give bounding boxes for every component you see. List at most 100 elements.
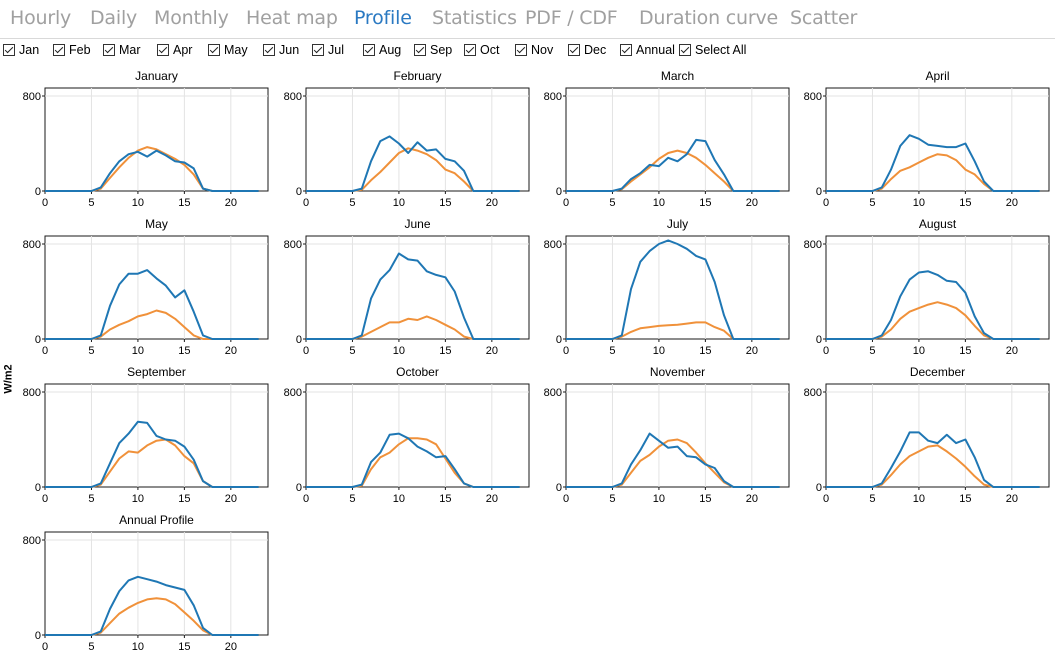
x-tick-label: 5 (869, 493, 875, 505)
x-tick-label: 5 (88, 641, 94, 653)
y-tick-label: 800 (23, 535, 41, 547)
tab-heat-map[interactable]: Heat map (246, 7, 338, 29)
checkbox-apr-box[interactable] (157, 44, 169, 56)
checkbox-nov-box[interactable] (515, 44, 527, 56)
x-tick-label: 15 (439, 197, 451, 209)
chart-november: November 0 5 10 15 20 0 800 (544, 365, 790, 505)
chart-title: November (650, 365, 705, 379)
checkbox-annual-box[interactable] (620, 44, 632, 56)
x-tick-label: 0 (42, 641, 48, 653)
x-tick-label: 15 (439, 345, 451, 357)
tab-hourly[interactable]: Hourly (10, 7, 72, 29)
x-tick-label: 10 (132, 493, 144, 505)
y-tick-label: 0 (556, 482, 562, 494)
series-line-blue (306, 252, 520, 340)
series-line-blue (306, 135, 520, 192)
chart-december: December 0 5 10 15 20 0 800 (804, 365, 1050, 505)
plot-area (825, 383, 1050, 488)
y-tick-label: 800 (284, 387, 302, 399)
plot-area (305, 235, 530, 340)
checkbox-mar-box[interactable] (103, 44, 115, 56)
y-tick-label: 0 (556, 334, 562, 346)
x-tick-label: 10 (132, 345, 144, 357)
x-tick-label: 0 (563, 493, 569, 505)
chart-title: June (404, 217, 430, 231)
chart-title: March (661, 69, 694, 83)
chart-title: February (393, 69, 441, 83)
y-tick-label: 800 (804, 387, 822, 399)
x-tick-label: 0 (563, 345, 569, 357)
tab-daily[interactable]: Daily (90, 7, 138, 29)
chart-title: January (135, 69, 178, 83)
x-tick-label: 20 (1006, 345, 1018, 357)
checkbox-nov-label: Nov (531, 43, 554, 57)
checkbox-sep-label: Sep (430, 43, 453, 57)
x-tick-label: 10 (653, 345, 665, 357)
x-tick-label: 10 (393, 345, 405, 357)
x-tick-label: 20 (225, 493, 237, 505)
x-tick-label: 15 (959, 345, 971, 357)
x-tick-label: 10 (653, 197, 665, 209)
checkbox-aug-label: Aug (379, 43, 402, 57)
series-line-blue (45, 149, 259, 192)
checkbox-dec-box[interactable] (568, 44, 580, 56)
checkbox-may-box[interactable] (208, 44, 220, 56)
series-line-blue (826, 270, 1040, 340)
tab-profile[interactable]: Profile (354, 7, 412, 29)
checkbox-select-all-box[interactable] (679, 44, 691, 56)
x-tick-label: 10 (913, 345, 925, 357)
chart-september: September 0 5 10 15 20 0 800 (23, 365, 269, 505)
x-tick-label: 5 (609, 493, 615, 505)
tab-scatter[interactable]: Scatter (790, 7, 858, 29)
chart-title: December (910, 365, 965, 379)
chart-february: February 0 5 10 15 20 0 800 (284, 69, 530, 209)
tab-monthly[interactable]: Monthly (154, 7, 229, 29)
x-tick-label: 15 (178, 197, 190, 209)
y-tick-label: 0 (296, 334, 302, 346)
tab-pdf-cdf[interactable]: PDF / CDF (525, 7, 618, 29)
x-tick-label: 20 (746, 197, 758, 209)
x-tick-label: 0 (303, 345, 309, 357)
chart-june: June 0 5 10 15 20 0 800 (284, 217, 530, 357)
y-tick-label: 0 (296, 482, 302, 494)
x-tick-label: 20 (225, 197, 237, 209)
x-tick-label: 15 (959, 493, 971, 505)
tab-duration-curve[interactable]: Duration curve (639, 7, 778, 29)
x-tick-label: 20 (746, 493, 758, 505)
y-tick-label: 800 (544, 91, 562, 103)
x-tick-label: 0 (823, 493, 829, 505)
checkbox-sep-box[interactable] (414, 44, 426, 56)
checkbox-jul-box[interactable] (312, 44, 324, 56)
y-tick-label: 800 (284, 239, 302, 251)
chart-july: July 0 5 10 15 20 0 800 (544, 217, 790, 357)
chart-annual-profile: Annual Profile 0 5 10 15 20 0 800 (23, 513, 269, 653)
checkbox-select-all-label: Select All (695, 43, 747, 57)
x-tick-label: 20 (225, 641, 237, 653)
checkbox-jun-box[interactable] (263, 44, 275, 56)
y-tick-label: 800 (804, 239, 822, 251)
y-tick-label: 800 (804, 91, 822, 103)
chart-january: January 0 5 10 15 20 0 800 (23, 69, 269, 209)
checkbox-oct-box[interactable] (464, 44, 476, 56)
series-line-blue (45, 575, 259, 636)
checkbox-feb-box[interactable] (53, 44, 65, 56)
x-tick-label: 15 (178, 641, 190, 653)
series-line-blue (826, 134, 1040, 192)
checkbox-jan-label: Jan (19, 43, 40, 57)
series-line-blue (566, 432, 780, 488)
plot-area (44, 235, 269, 340)
series-line-blue (45, 269, 259, 340)
checkbox-aug-box[interactable] (363, 44, 375, 56)
x-tick-label: 20 (746, 345, 758, 357)
chart-title: Annual Profile (119, 513, 194, 527)
x-tick-label: 10 (393, 197, 405, 209)
x-tick-label: 10 (913, 197, 925, 209)
chart-august: August 0 5 10 15 20 0 800 (804, 217, 1050, 357)
plot-area (825, 87, 1050, 192)
chart-april: April 0 5 10 15 20 0 800 (804, 69, 1050, 209)
y-tick-label: 0 (35, 334, 41, 346)
tab-statistics[interactable]: Statistics (432, 7, 517, 29)
x-tick-label: 0 (42, 197, 48, 209)
plot-area (305, 383, 530, 488)
checkbox-jan-box[interactable] (3, 44, 15, 56)
